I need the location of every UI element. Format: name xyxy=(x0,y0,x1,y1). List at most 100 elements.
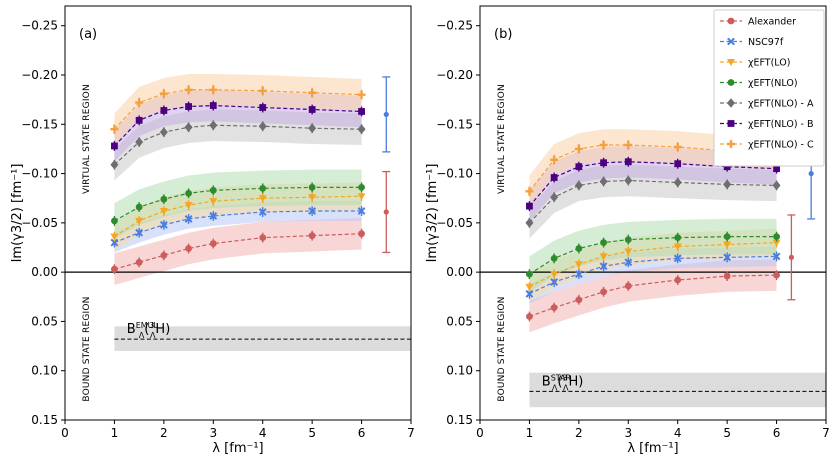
legend-label: χEFT(NLO) xyxy=(748,78,798,89)
y-tick-label: 0.05 xyxy=(31,314,58,328)
data-point xyxy=(599,140,608,149)
data-point xyxy=(357,207,366,215)
x-axis-label: λ [fm⁻¹] xyxy=(212,441,263,456)
y-tick-label: −0.05 xyxy=(21,216,58,230)
series-line xyxy=(113,89,362,130)
data-point xyxy=(308,232,316,240)
legend-entry: χEFT(NLO) - C xyxy=(720,140,814,151)
data-point xyxy=(550,271,559,279)
data-point xyxy=(135,116,143,124)
data-point xyxy=(723,253,732,262)
data-point xyxy=(772,180,781,191)
data-point xyxy=(674,276,682,284)
legend-label: χEFT(NLO) - C xyxy=(748,140,814,151)
data-point xyxy=(673,243,682,251)
data-series xyxy=(110,206,366,248)
data-point xyxy=(574,270,583,279)
data-series xyxy=(525,237,781,292)
data-point xyxy=(773,233,780,241)
data-point xyxy=(111,265,118,273)
data-point xyxy=(159,127,168,137)
x-tick-label: 2 xyxy=(575,426,583,440)
y-tick-label: −0.05 xyxy=(436,216,473,230)
binding-energy-band xyxy=(529,372,826,408)
data-point xyxy=(624,282,632,290)
data-point xyxy=(135,228,144,237)
data-point xyxy=(184,202,193,210)
y-tick-label: 0.15 xyxy=(446,413,473,427)
x-tick-label: 6 xyxy=(358,426,366,440)
x-tick-label: 7 xyxy=(407,426,415,440)
data-point xyxy=(160,251,168,259)
legend-box xyxy=(713,9,825,167)
data-point xyxy=(624,158,632,166)
x-tick-label: 1 xyxy=(526,426,534,440)
data-point xyxy=(550,304,558,312)
data-series xyxy=(111,182,365,226)
binding-energy-label: BEMUL Λ(3 ΛH) xyxy=(127,321,171,340)
data-point xyxy=(624,258,633,267)
reference-point xyxy=(382,170,391,254)
legend-entry: NSC97f xyxy=(720,37,784,48)
virtual-state-region-label: VIRTUAL STATE REGION xyxy=(497,84,507,194)
x-axis-label: λ [fm⁻¹] xyxy=(627,441,678,456)
legend-entry: χEFT(NLO) - A xyxy=(720,98,814,110)
binding-energy-label-part: H) xyxy=(155,322,170,337)
data-point xyxy=(160,107,168,114)
legend-label: χEFT(NLO) - A xyxy=(748,99,814,110)
data-point xyxy=(574,144,583,153)
data-point xyxy=(110,233,119,241)
binding-energy-label-part: EMUL xyxy=(136,321,159,330)
y-tick-label: 0.00 xyxy=(31,265,58,279)
data-point xyxy=(111,217,118,225)
y-tick-label: 0.10 xyxy=(31,364,58,378)
data-point xyxy=(600,239,607,246)
binding-energy-label-part: ( xyxy=(144,322,149,337)
y-tick-label: −0.20 xyxy=(21,68,58,82)
data-point xyxy=(674,160,682,168)
uncertainty-band xyxy=(114,217,362,285)
data-series xyxy=(110,84,366,135)
data-point xyxy=(308,123,317,134)
data-point xyxy=(673,177,682,188)
legend-label: χEFT(NLO) - B xyxy=(748,119,814,130)
data-point xyxy=(772,252,781,261)
data-point xyxy=(624,236,632,244)
y-tick-label: −0.10 xyxy=(21,167,58,181)
data-point xyxy=(308,207,317,215)
data-series xyxy=(525,251,781,299)
y-tick-label: 0.00 xyxy=(446,265,473,279)
reference-point xyxy=(382,76,391,153)
data-point xyxy=(160,195,168,203)
data-point xyxy=(773,271,780,279)
data-point xyxy=(550,174,558,181)
legend-marker xyxy=(727,79,735,86)
y-tick-label: −0.20 xyxy=(436,68,473,82)
panel-a: −0.25 −0.20 −0.15 −0.10 −0.05 0.00 0.05 0.10 0.1… xyxy=(10,5,415,456)
x-tick-label: 7 xyxy=(822,426,830,440)
series-line xyxy=(113,104,362,147)
data-point xyxy=(209,212,218,220)
data-point xyxy=(258,121,267,132)
x-tick-label: 4 xyxy=(674,426,682,440)
y-tick-label: −0.10 xyxy=(436,167,473,181)
data-point xyxy=(258,86,267,95)
data-point xyxy=(209,85,218,94)
data-point xyxy=(110,125,119,134)
data-point xyxy=(209,102,217,109)
bound-state-region-label: BOUND STATE REGION xyxy=(82,296,92,401)
reference-marker xyxy=(383,209,389,215)
data-point xyxy=(575,163,583,171)
data-point xyxy=(624,248,633,256)
binding-energy-label-part: ( xyxy=(557,374,562,389)
data-point xyxy=(159,89,168,98)
series-line xyxy=(529,241,777,288)
data-point xyxy=(308,106,316,113)
plot-frame xyxy=(64,5,412,421)
panel-label: (b) xyxy=(494,27,512,42)
data-point xyxy=(110,238,119,247)
data-point xyxy=(526,313,533,320)
data-series xyxy=(111,100,365,151)
data-point xyxy=(259,104,267,111)
